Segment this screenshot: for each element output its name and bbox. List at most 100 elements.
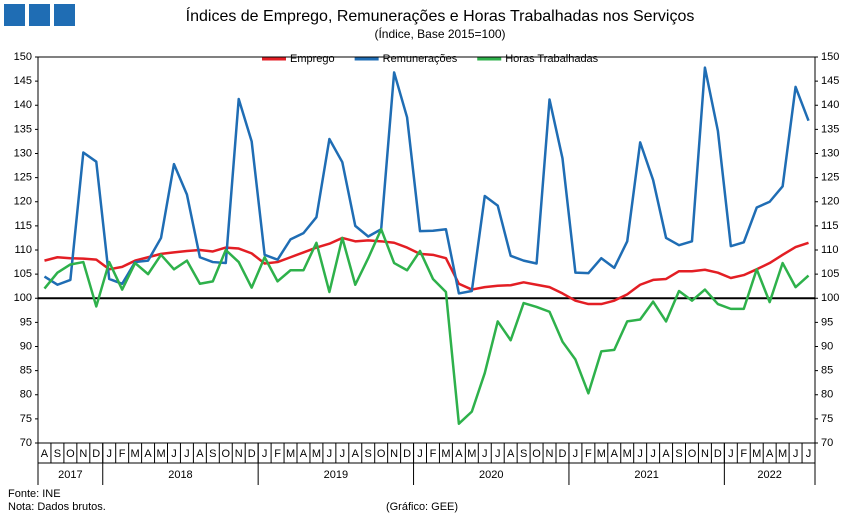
year-label: 2020	[479, 469, 503, 481]
y2-tick-label: 125	[821, 172, 839, 184]
y2-tick-label: 90	[821, 340, 833, 352]
chart-subtitle: (Índice, Base 2015=100)	[374, 26, 505, 41]
x-tick-label: J	[650, 448, 656, 460]
x-tick-label: O	[377, 448, 386, 460]
y-tick-label: 115	[14, 220, 32, 232]
y2-tick-label: 145	[821, 75, 839, 87]
x-tick-label: O	[532, 448, 541, 460]
y-tick-label: 110	[14, 244, 32, 256]
x-tick-label: M	[441, 448, 450, 460]
x-tick-label: A	[352, 448, 360, 460]
x-tick-label: M	[286, 448, 295, 460]
x-tick-label: A	[41, 448, 49, 460]
x-tick-label: N	[79, 448, 87, 460]
x-tick-label: J	[262, 448, 268, 460]
y2-tick-label: 95	[821, 316, 833, 328]
logo-square	[54, 4, 75, 26]
source: Fonte: INE	[8, 488, 61, 500]
year-label: 2018	[168, 469, 192, 481]
legend-label: Remunerações	[383, 53, 458, 65]
y-tick-label: 135	[14, 123, 32, 135]
x-tick-label: M	[778, 448, 787, 460]
note: Nota: Dados brutos.	[8, 501, 106, 513]
x-tick-label: M	[131, 448, 140, 460]
x-tick-label: J	[417, 448, 423, 460]
x-tick-label: F	[740, 448, 747, 460]
x-tick-label: M	[597, 448, 606, 460]
y-tick-label: 130	[14, 147, 32, 159]
y2-tick-label: 105	[821, 268, 839, 280]
x-tick-label: F	[274, 448, 281, 460]
y2-tick-label: 80	[821, 389, 833, 401]
x-tick-label: D	[92, 448, 100, 460]
x-tick-label: N	[546, 448, 554, 460]
y2-tick-label: 75	[821, 413, 833, 425]
y2-tick-label: 85	[821, 365, 833, 377]
x-tick-label: S	[675, 448, 682, 460]
x-tick-label: D	[403, 448, 411, 460]
year-label: 2017	[58, 469, 82, 481]
x-tick-label: J	[495, 448, 501, 460]
x-tick-label: O	[66, 448, 75, 460]
x-tick-label: J	[482, 448, 488, 460]
logo-square	[29, 4, 50, 26]
y2-tick-label: 135	[821, 123, 839, 135]
x-tick-label: M	[623, 448, 632, 460]
y2-tick-label: 120	[821, 196, 839, 208]
y-tick-label: 105	[14, 268, 32, 280]
x-tick-label: A	[300, 448, 308, 460]
x-tick-label: M	[467, 448, 476, 460]
credit: (Gráfico: GEE)	[386, 501, 458, 513]
y2-tick-label: 140	[821, 99, 839, 111]
series-line	[43, 228, 810, 425]
x-tick-label: J	[573, 448, 579, 460]
y-tick-label: 150	[14, 51, 32, 63]
x-tick-label: J	[806, 448, 812, 460]
y-tick-label: 70	[20, 437, 32, 449]
x-tick-label: D	[714, 448, 722, 460]
x-tick-label: M	[752, 448, 761, 460]
x-tick-label: J	[793, 448, 799, 460]
y2-tick-label: 70	[821, 437, 833, 449]
x-tick-label: J	[637, 448, 643, 460]
x-tick-label: O	[221, 448, 230, 460]
x-tick-label: N	[390, 448, 398, 460]
x-tick-label: A	[144, 448, 152, 460]
year-label: 2019	[324, 469, 348, 481]
x-tick-label: A	[196, 448, 204, 460]
x-tick-label: A	[455, 448, 463, 460]
y-tick-label: 80	[20, 389, 32, 401]
x-tick-label: A	[611, 448, 619, 460]
y-tick-label: 145	[14, 75, 32, 87]
y-tick-label: 95	[20, 316, 32, 328]
y-tick-label: 90	[20, 340, 32, 352]
x-tick-label: A	[662, 448, 670, 460]
x-tick-label: D	[558, 448, 566, 460]
y-tick-label: 125	[14, 172, 32, 184]
y-tick-label: 100	[14, 292, 32, 304]
series-line	[43, 66, 810, 295]
y2-tick-label: 110	[821, 244, 839, 256]
x-tick-label: J	[327, 448, 333, 460]
series-line	[44, 236, 809, 306]
x-tick-label: M	[312, 448, 321, 460]
x-tick-label: A	[507, 448, 515, 460]
y-tick-label: 85	[20, 365, 32, 377]
logo-square	[4, 4, 25, 26]
x-tick-label: S	[365, 448, 372, 460]
y-tick-label: 140	[14, 99, 32, 111]
y-tick-label: 75	[20, 413, 32, 425]
x-tick-label: S	[209, 448, 216, 460]
y2-tick-label: 130	[821, 147, 839, 159]
x-tick-label: S	[520, 448, 527, 460]
y2-tick-label: 115	[821, 220, 839, 232]
x-tick-label: F	[430, 448, 437, 460]
x-tick-label: F	[585, 448, 592, 460]
year-label: 2021	[634, 469, 658, 481]
x-tick-label: A	[766, 448, 774, 460]
x-tick-label: J	[728, 448, 734, 460]
legend-label: Horas Trabalhadas	[505, 53, 598, 65]
legend-label: Emprego	[290, 53, 335, 65]
x-tick-label: S	[54, 448, 61, 460]
x-tick-label: J	[106, 448, 112, 460]
